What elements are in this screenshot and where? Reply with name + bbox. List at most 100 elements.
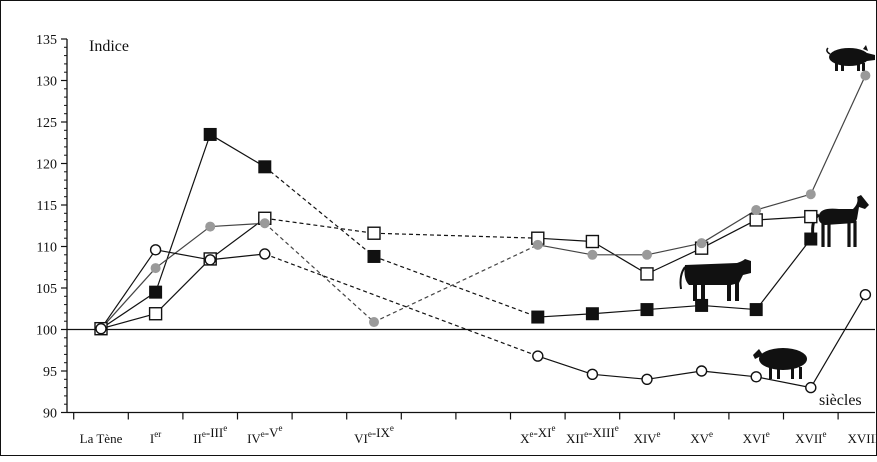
sheep-leg	[777, 367, 780, 379]
data-point-open-square	[585, 234, 600, 249]
cattle-leg	[693, 283, 697, 301]
y-tick-label: 95	[43, 365, 57, 380]
series-segment	[756, 193, 811, 211]
series-segment	[701, 304, 757, 311]
cattle-tail	[679, 266, 686, 290]
y-tick-label: 115	[37, 199, 57, 214]
cattle-leg	[735, 283, 739, 301]
data-point-filled-square	[585, 307, 599, 321]
data-point-grey-dot	[587, 249, 598, 260]
series-segment	[373, 232, 538, 239]
series-markers	[94, 70, 872, 394]
x-axis-title: siècles	[819, 392, 862, 409]
series-segment	[155, 258, 211, 315]
series-segment	[100, 291, 156, 330]
y-tick-label: 120	[36, 158, 57, 173]
pig-body	[829, 48, 869, 66]
series-segment	[210, 253, 265, 261]
data-point-filled-square	[149, 285, 163, 299]
pig-snout	[867, 53, 875, 61]
x-tick-label: La Tène	[80, 431, 123, 446]
pig-ear	[863, 45, 868, 51]
series-segment	[264, 222, 375, 323]
pig-icon	[826, 45, 875, 71]
pig-leg	[862, 63, 865, 71]
data-point-open-circle	[859, 288, 872, 301]
x-tick-label: VIe-IXe	[354, 423, 394, 446]
data-point-open-circle	[805, 381, 817, 394]
series-segment	[592, 373, 648, 380]
y-axis-title: Indice	[89, 38, 129, 55]
y-tick-label: 90	[43, 407, 57, 422]
cattle-leg	[727, 283, 731, 301]
y-tick-label: 105	[36, 282, 57, 297]
data-point-open-circle	[259, 248, 271, 260]
data-point-filled-square	[203, 127, 217, 141]
data-point-open-circle	[532, 350, 544, 362]
data-point-open-circle	[695, 365, 708, 377]
sheep-body	[759, 348, 807, 370]
series-segment	[100, 249, 157, 330]
data-point-filled-square	[749, 303, 763, 317]
data-point-grey-dot	[696, 238, 707, 249]
x-tick-label: XVIIIe	[848, 429, 877, 446]
series-segment	[537, 244, 593, 256]
series-segment	[537, 237, 593, 243]
series-segment	[209, 217, 266, 260]
x-tick-label: Xe-XIe	[520, 423, 555, 446]
series-segment	[756, 216, 811, 221]
series-segment	[537, 355, 593, 375]
series-segment	[701, 209, 757, 244]
series-segment	[810, 294, 866, 388]
data-point-grey-dot	[259, 218, 270, 229]
data-point-filled-square	[367, 249, 381, 263]
horse-body	[818, 195, 869, 225]
y-tick-label: 110	[37, 241, 57, 256]
series-segment	[755, 238, 812, 310]
data-point-grey-dot	[532, 239, 543, 250]
series-segment	[264, 217, 375, 234]
cattle-leg	[701, 283, 705, 301]
series-segment	[373, 244, 539, 323]
series-lines	[100, 75, 866, 389]
series-segment	[155, 249, 211, 261]
sheep-icon	[753, 348, 807, 379]
data-point-open-circle	[149, 244, 162, 256]
cattle-icon	[679, 259, 751, 301]
axes-group: 90 95 100 105 110 115 120 125 130 135 La Tène Ier II…	[36, 33, 877, 446]
x-tick-label: XVe	[690, 429, 713, 446]
x-tick-label: XVIe	[743, 429, 770, 446]
pig-leg	[857, 63, 860, 71]
data-point-open-circle	[204, 254, 216, 266]
x-tick-label: IIe-IIIe	[193, 423, 227, 446]
data-point-grey-dot	[642, 249, 652, 260]
y-tick-label: 125	[36, 116, 57, 131]
horse-icon	[811, 195, 869, 247]
series-segment	[646, 304, 702, 311]
series-segment	[701, 370, 757, 378]
data-point-filled-square	[695, 298, 709, 312]
series-segment	[701, 219, 757, 249]
pig-leg	[835, 63, 838, 71]
data-point-open-square	[148, 307, 163, 321]
series-segment	[209, 133, 266, 168]
data-point-filled-square	[804, 232, 818, 246]
series-segment	[810, 75, 866, 195]
data-point-open-circle	[641, 373, 653, 385]
sheep-leg	[799, 367, 802, 379]
series-segment	[756, 376, 811, 389]
series-segment	[537, 313, 593, 318]
cattle-body	[684, 259, 751, 285]
data-point-grey-dot	[369, 317, 379, 328]
sheep-leg	[791, 367, 794, 379]
sheep-leg	[769, 367, 772, 379]
series-segment	[155, 134, 211, 293]
x-tick-label: Ier	[150, 429, 161, 446]
series-segment	[155, 226, 211, 269]
data-point-filled-square	[640, 303, 654, 317]
data-point-grey-dot	[805, 189, 816, 200]
data-point-open-square	[367, 226, 381, 240]
y-tick-label: 130	[36, 75, 57, 90]
x-tick-label: XIVe	[633, 429, 660, 446]
